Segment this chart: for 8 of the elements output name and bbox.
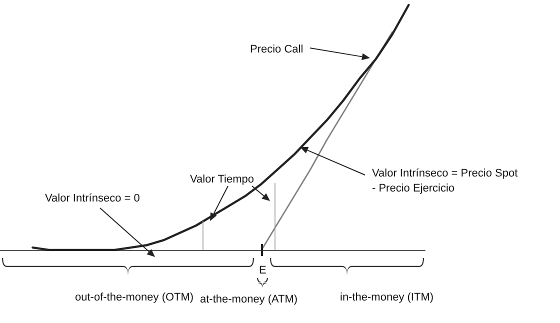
annotation: Valor Tiempo xyxy=(190,174,254,186)
text: out-of-the-money (OTM) xyxy=(75,292,194,304)
annotation: Valor Intrínseco = Precio Spot - Precio Ejercicio xyxy=(372,168,518,194)
annotation: Precio Call xyxy=(250,44,304,56)
annotation: Valor Intrínseco = 0 xyxy=(45,192,140,204)
text: at-the-money (ATM) xyxy=(200,294,298,306)
text: E xyxy=(259,264,266,276)
text: in-the-money (ITM) xyxy=(340,292,434,304)
